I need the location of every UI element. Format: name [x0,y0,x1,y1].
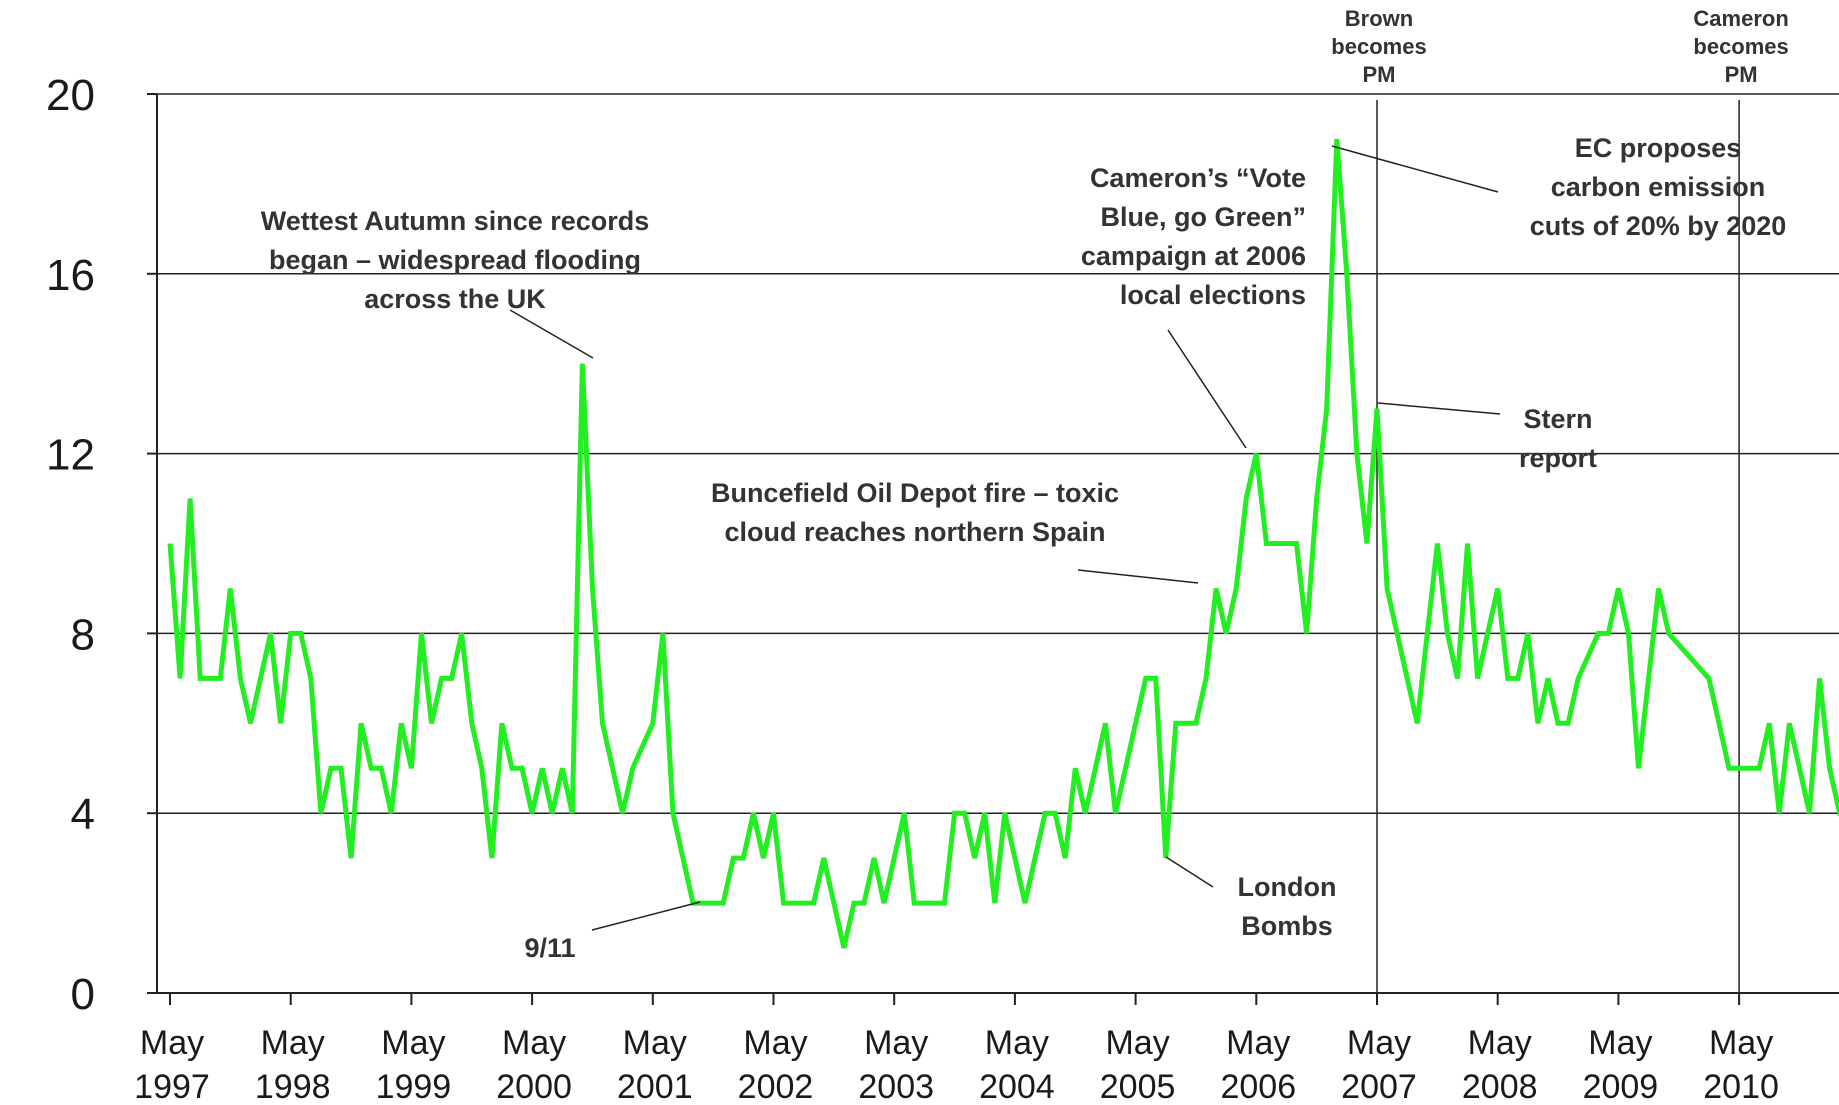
event-label: Cameron [1693,6,1788,31]
x-tick-year: 1997 [134,1068,210,1105]
x-tick-month: May [381,1024,445,1062]
annotation-label: across the UK [364,284,546,314]
x-tick-month: May [1347,1024,1411,1062]
grid-lines [157,93,1839,814]
x-tick-year: 2003 [858,1068,934,1105]
x-tick-month: May [1709,1024,1773,1062]
annotation-label: Wettest Autumn since records [261,206,650,236]
event-label: becomes [1331,34,1426,59]
event-label: Brown [1345,6,1413,31]
x-tick-year: 2000 [496,1068,572,1105]
annotation-label: began – widespread flooding [269,245,641,275]
x-tick-month: May [864,1024,928,1062]
annotation-label: cloud reaches northern Spain [724,517,1105,547]
x-tick-month: May [743,1024,807,1062]
annotation-leader [1165,856,1214,888]
annotation-label: Stern [1523,404,1592,434]
annotation-label: report [1519,443,1597,473]
x-tick-year: 1998 [255,1068,331,1105]
y-tick-label: 4 [71,790,95,839]
x-tick-month: May [140,1024,204,1062]
annotation-label: local elections [1120,280,1306,310]
axes [156,94,1839,994]
y-tick-label: 0 [71,970,95,1019]
event-lines: Brown becomes PM Cameron becomes PM [1331,6,1789,993]
x-tick-year: 2009 [1583,1068,1659,1105]
x-tick-year: 2002 [738,1068,814,1105]
annotation-leader [509,309,594,359]
annotation-label: London [1238,872,1337,902]
annotation-label: EC proposes [1575,133,1742,163]
x-tick-month: May [1105,1024,1169,1062]
annotations: Wettest Autumn since records began – wide… [261,133,1787,963]
annotation-label: 9/11 [524,933,575,963]
series [167,138,1839,949]
y-tick-label: 16 [46,251,95,300]
annotation-label: Bombs [1241,911,1333,941]
y-tick-label: 20 [46,71,95,120]
x-tick-month: May [1468,1024,1532,1062]
x-tick-year: 2007 [1341,1068,1417,1105]
x-tick-month: May [1226,1024,1290,1062]
annotation-leader [591,901,701,931]
x-tick-month: May [985,1024,1049,1062]
x-tick-year: 2005 [1100,1068,1176,1105]
annotation-leader [1077,569,1199,584]
y-tick-label: 8 [71,610,95,659]
event-label: becomes [1693,34,1788,59]
annotation-label: Buncefield Oil Depot fire – toxic [711,478,1119,508]
event-label: PM [1363,62,1396,87]
x-tick-year: 2006 [1220,1068,1296,1105]
x-tick-year: 1999 [376,1068,452,1105]
annotation-label: Cameron’s “Vote [1090,163,1306,193]
annotation-leader [1377,402,1501,415]
event-label: PM [1725,62,1758,87]
annotation-label: Blue, go Green” [1100,202,1306,232]
x-tick-year: 2001 [617,1068,693,1105]
y-axis-ticks: 0 4 8 12 16 20 [46,71,157,1019]
x-tick-year: 2004 [979,1068,1055,1105]
x-tick-month: May [261,1024,325,1062]
annotation-label: carbon emission [1551,172,1766,202]
x-tick-month: May [502,1024,566,1062]
x-axis-ticks: May 1997 May 1998 May 1999 May 2000 May 2001 May 20… [134,993,1779,1105]
x-tick-month: May [1588,1024,1652,1062]
annotation-leader [1167,329,1247,449]
x-tick-year: 2010 [1703,1068,1779,1105]
annotation-label: cuts of 20% by 2020 [1530,211,1787,241]
x-tick-month: May [623,1024,687,1062]
x-tick-year: 2008 [1462,1068,1538,1105]
annotation-leader [1331,145,1499,193]
annotation-label: campaign at 2006 [1081,241,1306,271]
y-tick-label: 12 [46,431,95,480]
